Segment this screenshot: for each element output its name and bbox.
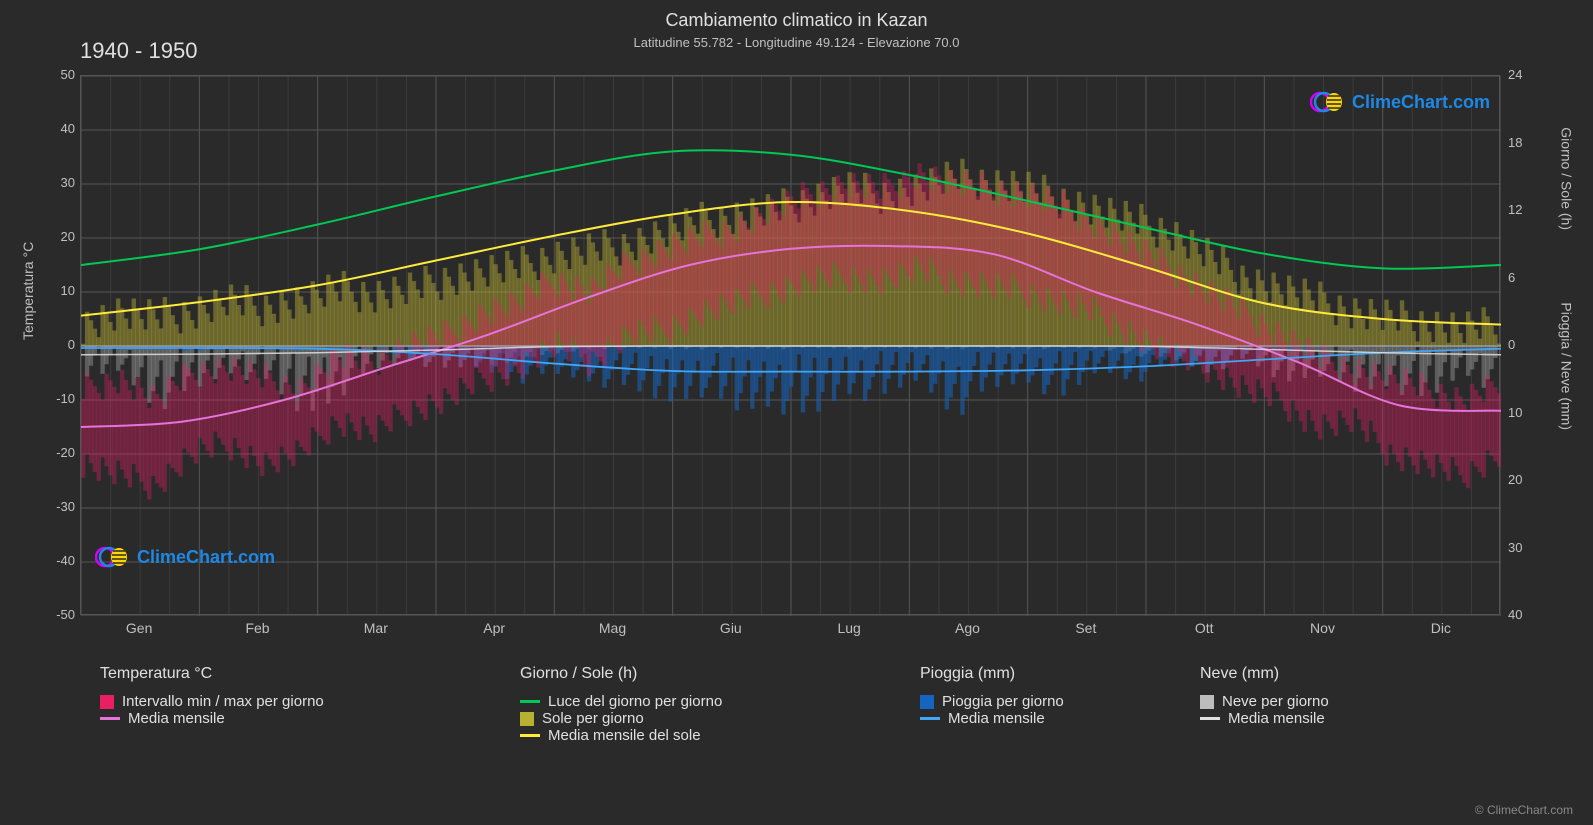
month-label: Gen bbox=[126, 620, 152, 636]
left-tick: 30 bbox=[35, 175, 75, 190]
x-axis-month-labels: Gen Feb Mar Apr Mag Giu Lug Ago Set Ott Nov Dic bbox=[80, 620, 1500, 640]
left-tick: -20 bbox=[35, 445, 75, 460]
left-tick: -10 bbox=[35, 391, 75, 406]
legend-label: Luce del giorno per giorno bbox=[548, 693, 722, 710]
left-tick: -50 bbox=[35, 607, 75, 622]
y-right-bottom-axis-label: Pioggia / Neve (mm) bbox=[1559, 302, 1575, 430]
right-bottom-tick: 20 bbox=[1508, 472, 1522, 487]
right-top-tick: 0 bbox=[1508, 337, 1515, 352]
legend-swatch bbox=[520, 712, 534, 726]
legend-swatch bbox=[920, 695, 934, 709]
left-tick: 40 bbox=[35, 121, 75, 136]
legend-swatch bbox=[100, 717, 120, 720]
month-label: Ago bbox=[955, 620, 980, 636]
right-bottom-tick: 30 bbox=[1508, 540, 1522, 555]
legend-col-rain: Pioggia (mm) Pioggia per giornoMedia men… bbox=[920, 665, 1200, 744]
legend-label: Sole per giorno bbox=[542, 710, 644, 727]
legend-col-temperature: Temperatura °C Intervallo min / max per … bbox=[100, 665, 520, 744]
legend-col-daylight: Giorno / Sole (h) Luce del giorno per gi… bbox=[520, 665, 920, 744]
logo-top-right: ClimeChart.com bbox=[1310, 90, 1490, 114]
month-label: Lug bbox=[837, 620, 860, 636]
left-tick: 50 bbox=[35, 67, 75, 82]
logo-bottom-left: ClimeChart.com bbox=[95, 545, 275, 569]
left-tick: -30 bbox=[35, 499, 75, 514]
legend-title: Temperatura °C bbox=[100, 665, 520, 683]
y-left-axis-label: Temperatura °C bbox=[20, 242, 36, 340]
logo-icon bbox=[1310, 90, 1346, 114]
legend-item: Neve per giorno bbox=[1200, 693, 1460, 710]
legend-swatch bbox=[520, 734, 540, 737]
plot-svg bbox=[81, 76, 1501, 616]
month-label: Dic bbox=[1431, 620, 1451, 636]
right-top-tick: 6 bbox=[1508, 270, 1515, 285]
logo-text: ClimeChart.com bbox=[137, 547, 275, 568]
copyright: © ClimeChart.com bbox=[1475, 803, 1573, 817]
legend-swatch bbox=[100, 695, 114, 709]
legend-label: Intervallo min / max per giorno bbox=[122, 693, 324, 710]
month-label: Mar bbox=[364, 620, 388, 636]
legend-label: Media mensile bbox=[1228, 710, 1325, 727]
legend-label: Media mensile bbox=[948, 710, 1045, 727]
left-tick: 0 bbox=[35, 337, 75, 352]
legend-item: Media mensile bbox=[920, 710, 1200, 727]
month-label: Giu bbox=[720, 620, 742, 636]
legend-col-snow: Neve (mm) Neve per giornoMedia mensile bbox=[1200, 665, 1460, 744]
y-right-top-axis-label: Giorno / Sole (h) bbox=[1559, 127, 1575, 230]
legend: Temperatura °C Intervallo min / max per … bbox=[100, 665, 1500, 744]
legend-label: Media mensile bbox=[128, 710, 225, 727]
climate-chart: Cambiamento climatico in Kazan Latitudin… bbox=[0, 0, 1593, 825]
logo-text: ClimeChart.com bbox=[1352, 92, 1490, 113]
legend-title: Giorno / Sole (h) bbox=[520, 665, 920, 683]
left-tick: -40 bbox=[35, 553, 75, 568]
legend-item: Media mensile del sole bbox=[520, 727, 920, 744]
logo-icon bbox=[95, 545, 131, 569]
month-label: Set bbox=[1075, 620, 1096, 636]
month-label: Apr bbox=[483, 620, 505, 636]
legend-swatch bbox=[1200, 717, 1220, 720]
legend-label: Neve per giorno bbox=[1222, 693, 1329, 710]
right-top-tick: 24 bbox=[1508, 67, 1522, 82]
chart-title: Cambiamento climatico in Kazan bbox=[0, 0, 1593, 31]
legend-item: Luce del giorno per giorno bbox=[520, 693, 920, 710]
chart-subtitle: Latitudine 55.782 - Longitudine 49.124 -… bbox=[0, 31, 1593, 50]
legend-item: Intervallo min / max per giorno bbox=[100, 693, 520, 710]
left-tick: 10 bbox=[35, 283, 75, 298]
right-bottom-tick: 40 bbox=[1508, 607, 1522, 622]
legend-title: Pioggia (mm) bbox=[920, 665, 1200, 683]
legend-label: Media mensile del sole bbox=[548, 727, 701, 744]
plot-area bbox=[80, 75, 1500, 615]
month-label: Feb bbox=[245, 620, 269, 636]
legend-swatch bbox=[520, 700, 540, 703]
month-label: Ott bbox=[1195, 620, 1214, 636]
legend-title: Neve (mm) bbox=[1200, 665, 1460, 683]
legend-label: Pioggia per giorno bbox=[942, 693, 1064, 710]
legend-item: Sole per giorno bbox=[520, 710, 920, 727]
month-label: Mag bbox=[599, 620, 626, 636]
legend-item: Pioggia per giorno bbox=[920, 693, 1200, 710]
right-top-tick: 12 bbox=[1508, 202, 1522, 217]
legend-item: Media mensile bbox=[1200, 710, 1460, 727]
right-top-tick: 18 bbox=[1508, 135, 1522, 150]
legend-item: Media mensile bbox=[100, 710, 520, 727]
legend-swatch bbox=[1200, 695, 1214, 709]
left-tick: 20 bbox=[35, 229, 75, 244]
month-label: Nov bbox=[1310, 620, 1335, 636]
legend-swatch bbox=[920, 717, 940, 720]
right-bottom-tick: 10 bbox=[1508, 405, 1522, 420]
period-label: 1940 - 1950 bbox=[80, 38, 197, 64]
